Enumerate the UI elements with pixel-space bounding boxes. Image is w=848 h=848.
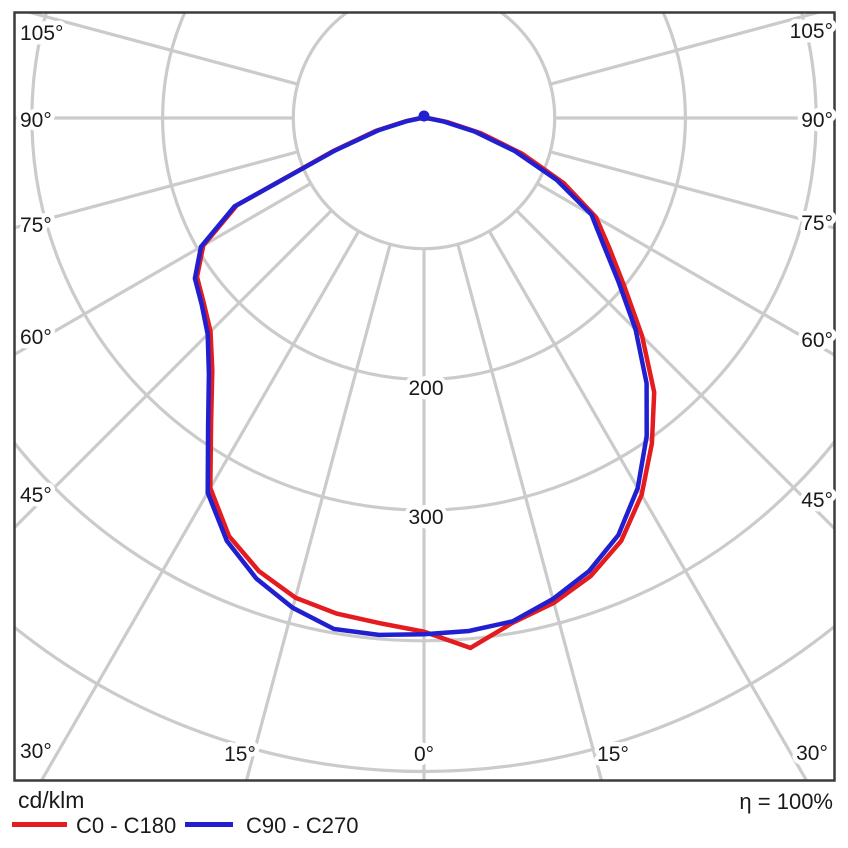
- angle-tick-label: 105°: [20, 22, 63, 45]
- angle-tick-label: 15°: [224, 743, 256, 766]
- angle-tick-label: 90°: [20, 109, 52, 132]
- grid-spoke-30: [487, 230, 809, 781]
- grid-spoke-45: [515, 209, 835, 531]
- grid-spoke--45: [14, 209, 333, 530]
- units-label: cd/klm: [18, 787, 84, 813]
- grid-spoke-15: [456, 243, 604, 781]
- angle-tick-label: 45°: [20, 484, 52, 507]
- grid-spoke--15: [244, 243, 392, 781]
- legend: cd/klm C0 - C180 C90 - C270 η = 100%: [12, 787, 833, 838]
- ring-value-label: 200: [408, 377, 443, 400]
- grid-spoke-60: [536, 181, 835, 357]
- legend-label-c90-c270: C90 - C270: [246, 813, 359, 838]
- angle-tick-label: 60°: [20, 326, 52, 349]
- angle-tick-label: 105°: [790, 20, 833, 43]
- legend-label-c0-c180: C0 - C180: [76, 813, 176, 838]
- axis-labels: 105° 90° 75° 60° 45° 30° 15° 0° 15° 30° 45° 60° 75° 9…: [16, 16, 838, 771]
- grid-spoke-75: [549, 150, 835, 230]
- grid-spoke--60: [14, 181, 312, 357]
- angle-tick-label: 75°: [20, 214, 52, 237]
- grid-spoke-105: [549, 12, 824, 86]
- angle-tick-label: 90°: [801, 109, 833, 132]
- efficiency-label: η = 100%: [739, 789, 833, 814]
- ring-value-label: 300: [408, 506, 443, 529]
- legend-line-c90-c270: [185, 822, 233, 827]
- angle-tick-label: 30°: [20, 740, 52, 763]
- grid-spoke--75: [14, 150, 299, 230]
- grid-spoke--30: [39, 230, 361, 781]
- curve-c90-c270: [192, 115, 649, 638]
- angle-tick-label: 75°: [801, 212, 833, 235]
- intensity-curves: [192, 110, 657, 651]
- angle-tick-label: 45°: [801, 489, 833, 512]
- legend-line-c0-c180: [12, 822, 67, 827]
- center-marker: [418, 110, 430, 122]
- plot-border: [13, 11, 836, 782]
- grid-spoke--105: [24, 12, 299, 86]
- angle-tick-label: 30°: [796, 742, 828, 765]
- angle-tick-label: 15°: [597, 743, 629, 766]
- angle-tick-label: 0°: [414, 743, 434, 766]
- angle-tick-label: 60°: [801, 329, 833, 352]
